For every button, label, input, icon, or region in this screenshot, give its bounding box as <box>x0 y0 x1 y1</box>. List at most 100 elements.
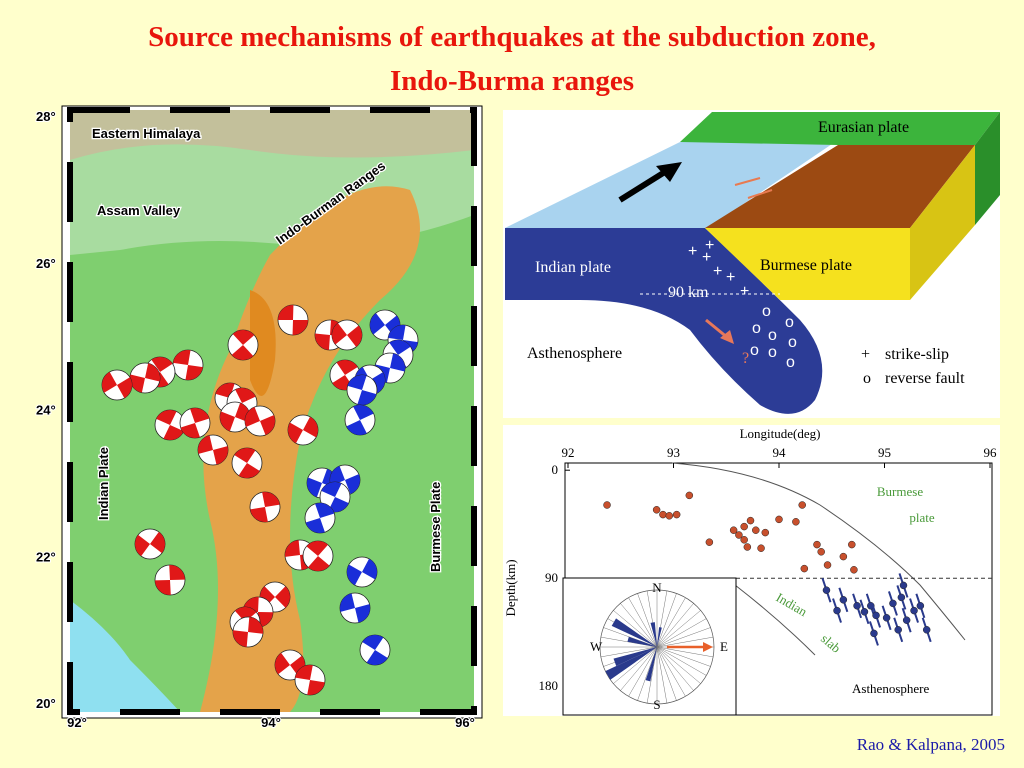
event <box>817 548 825 556</box>
svg-text:o: o <box>750 342 759 359</box>
beachball <box>331 319 363 351</box>
beachball <box>179 407 211 439</box>
event <box>889 599 897 608</box>
sea <box>70 600 180 712</box>
axis-label: Depth(km) <box>503 559 518 616</box>
ball-quadrant <box>307 468 338 498</box>
rose-arrowhead <box>703 642 713 652</box>
rose-label: S <box>653 697 660 712</box>
event <box>897 593 906 602</box>
ball-quadrant <box>197 435 228 465</box>
burmese-top <box>705 145 975 228</box>
rose-spoke <box>656 646 707 676</box>
slab-arrowhead <box>720 330 734 344</box>
rose-petal <box>611 618 657 647</box>
event <box>761 528 770 537</box>
rose-spoke <box>637 593 658 648</box>
ball-quadrant <box>278 305 308 335</box>
burmese-side <box>910 145 975 300</box>
beachball <box>244 405 276 437</box>
svg-text:+: + <box>740 283 749 300</box>
svg-text:o: o <box>788 334 797 351</box>
event <box>899 581 908 590</box>
event <box>902 616 911 624</box>
label: Burmese plate <box>760 257 852 274</box>
label: 90 km <box>668 284 709 301</box>
event <box>672 510 681 519</box>
event <box>798 501 806 509</box>
region-label: Indian Plate <box>96 447 111 520</box>
beachball <box>101 369 133 401</box>
ball-quadrant <box>155 565 185 595</box>
ranges-core <box>250 290 276 396</box>
ball-quadrant <box>295 665 325 695</box>
ball-quadrant <box>173 350 203 380</box>
svg-text:+: + <box>713 263 722 280</box>
motion-arrowhead <box>656 162 682 182</box>
rose-spoke <box>656 593 677 648</box>
svg-text:o: o <box>762 303 771 320</box>
event <box>775 515 783 524</box>
y-tick-label: 90 <box>545 570 558 585</box>
event <box>757 544 765 552</box>
event <box>822 586 831 594</box>
rose-spoke <box>656 636 714 648</box>
beachball <box>344 404 376 436</box>
event <box>685 491 694 500</box>
svg-text:+: + <box>705 237 714 254</box>
svg-text:o: o <box>752 320 761 337</box>
event <box>659 510 667 519</box>
rose-diagram <box>599 589 715 705</box>
ball-quadrant <box>220 402 251 432</box>
legend-label: strike-slip <box>885 346 949 363</box>
event <box>740 522 748 531</box>
ball-quadrant <box>306 541 330 571</box>
beachball <box>129 362 161 394</box>
label: Burmese <box>877 484 923 499</box>
event <box>894 626 902 634</box>
rose-spoke <box>600 636 658 648</box>
rose-spoke <box>628 597 658 648</box>
ball-quadrant <box>180 408 210 438</box>
ball-quadrant <box>250 492 280 522</box>
beachball <box>231 447 263 479</box>
rose-spoke <box>656 646 686 697</box>
event <box>833 606 841 615</box>
rose-petal <box>657 627 662 647</box>
eurasian-side <box>975 112 1000 225</box>
ball-quadrant <box>362 634 388 666</box>
beachball <box>339 592 371 624</box>
region-label: Burmese Plate <box>428 482 443 572</box>
y-tick-label: 0 <box>552 462 559 477</box>
event <box>729 526 738 534</box>
y-tick-label: 180 <box>539 678 559 693</box>
rose-spoke <box>656 603 694 648</box>
event <box>839 552 848 561</box>
beachball <box>249 491 281 523</box>
map: Eastern Himalaya Assam Valley Indo-Burma… <box>35 105 483 731</box>
lon-tick-label: 94° <box>261 715 281 730</box>
legend-symbol: o <box>863 370 871 387</box>
rose-spoke <box>656 646 694 691</box>
svg-text:+: + <box>702 249 711 266</box>
event <box>910 606 918 615</box>
lat-tick-label: 24° <box>36 403 56 418</box>
event <box>850 566 858 574</box>
depth-section: Longitude(deg) Depth(km) Burmese plate I… <box>503 425 1000 716</box>
x-tick-label: 93 <box>667 445 680 460</box>
ball-quadrant <box>330 466 361 494</box>
label: Asthenosphere <box>527 345 622 362</box>
svg-text:+: + <box>688 243 697 260</box>
rose-label: N <box>652 580 662 595</box>
rose-label: E <box>720 639 728 654</box>
lon-tick-label: 92° <box>67 715 87 730</box>
event <box>665 512 674 520</box>
rose-spoke <box>628 646 658 697</box>
rose-spoke <box>613 610 658 648</box>
rose-spoke <box>656 646 714 658</box>
eurasian-top <box>680 112 1000 145</box>
rose-spoke <box>620 646 658 691</box>
ball-quadrant <box>156 410 184 441</box>
svg-text:o: o <box>785 314 794 331</box>
